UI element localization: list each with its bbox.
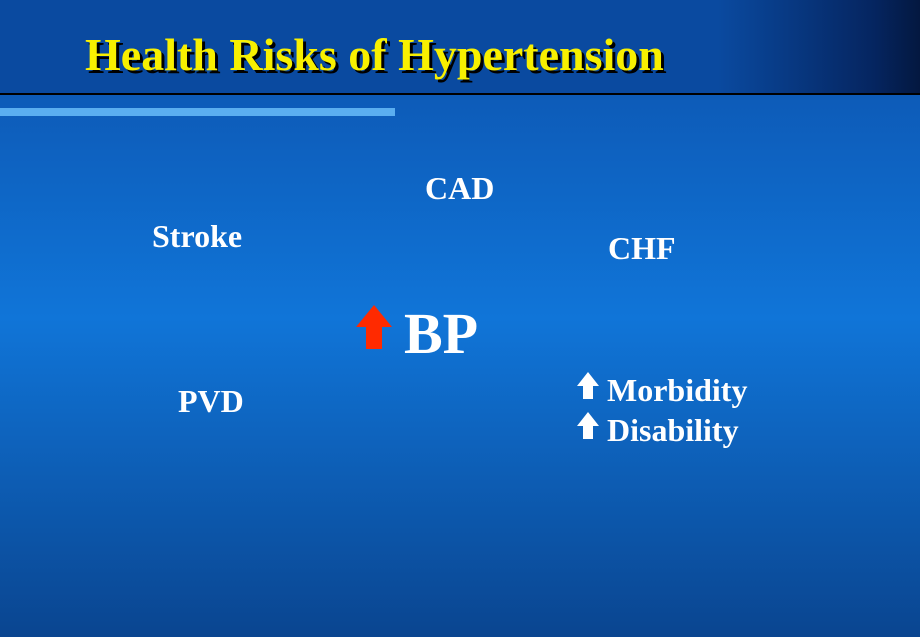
up-arrow-icon (575, 370, 601, 410)
slide-title: Health Risks of Hypertension (85, 28, 664, 81)
outcome-disability: Disability (575, 410, 747, 450)
node-pvd: PVD (178, 383, 244, 420)
outcome-label: Morbidity (607, 370, 747, 410)
center-bp-label: BP (404, 300, 478, 367)
title-band: Health Risks of Hypertension (0, 0, 920, 95)
outcome-label: Disability (607, 410, 739, 450)
up-arrow-icon (352, 300, 396, 367)
node-chf: CHF (608, 230, 676, 267)
up-arrow-icon (575, 410, 601, 450)
outcomes-group: Morbidity Disability (575, 370, 747, 450)
outcome-morbidity: Morbidity (575, 370, 747, 410)
title-underline (0, 108, 395, 116)
center-bp: BP (352, 300, 478, 367)
node-cad: CAD (425, 170, 494, 207)
node-stroke: Stroke (152, 218, 242, 255)
